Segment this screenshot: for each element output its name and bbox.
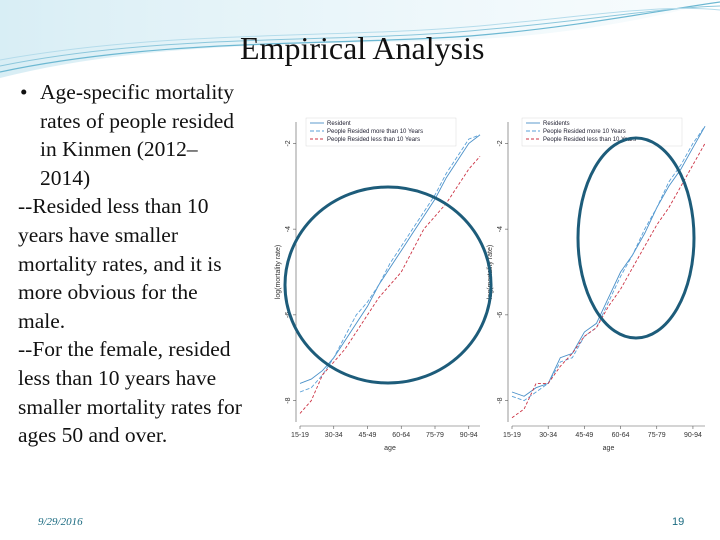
- body-line: more obvious for the: [18, 280, 198, 305]
- y-tick-label: -4: [285, 226, 292, 232]
- x-axis-label: age: [384, 445, 396, 452]
- legend-label: Resident: [327, 121, 351, 127]
- body-line: ages 50 and over.: [18, 423, 168, 448]
- bullet-line: in Kinmen (2012–: [40, 137, 198, 162]
- y-tick-label: -8: [497, 397, 504, 403]
- x-tick-label: 60-64: [392, 432, 410, 439]
- body-line: smaller mortality rates for: [18, 394, 242, 419]
- y-tick-label: -2: [497, 140, 504, 146]
- body-line: mortality rates, and it is: [18, 251, 222, 276]
- y-tick-label: -6: [497, 312, 504, 318]
- series-line-1: [299, 134, 481, 384]
- series-line-2: [511, 126, 706, 402]
- y-tick-label: -8: [285, 397, 292, 403]
- y-axis-label: log(mortality rate): [487, 245, 494, 299]
- series-line-3: [299, 156, 481, 414]
- mortality-chart-female: -8 -6 -4 -2 log(mortality rate) 15-19 30-34 45-…: [487, 110, 715, 465]
- y-tick-label: -6: [285, 312, 292, 318]
- footer-date: 9/29/2016: [38, 516, 83, 528]
- x-tick-label: 45-49: [575, 432, 593, 439]
- x-tick-label: 75-79: [426, 432, 444, 439]
- legend-box: [305, 117, 457, 147]
- y-axis-label: log(mortality rate): [275, 245, 282, 299]
- x-tick-label: 75-79: [648, 432, 666, 439]
- slide-title: Empirical Analysis: [240, 30, 485, 66]
- mortality-chart-male: -8 -6 -4 -2 log(mortality rate) 15-19 30-34 45-…: [270, 110, 485, 465]
- bullet-dot-icon: •: [20, 80, 28, 104]
- x-tick-label: 45-49: [359, 432, 377, 439]
- legend-label: Residents: [543, 121, 570, 127]
- bullet-line: Age-specific mortality: [40, 80, 235, 104]
- x-tick-label: 30-34: [539, 432, 557, 439]
- body-line: less than 10 years have: [18, 365, 217, 390]
- page-number: 19: [672, 516, 685, 528]
- decorative-swoosh: [0, 0, 720, 78]
- x-tick-label: 90-94: [684, 432, 702, 439]
- x-tick-label: 90-94: [460, 432, 478, 439]
- series-line-3: [511, 143, 706, 419]
- x-tick-label: 15-19: [291, 432, 309, 439]
- bullet-line: 2014): [40, 165, 91, 190]
- slide-body: • Age-specific mortality rates of people…: [18, 78, 273, 450]
- x-axis-label: age: [603, 445, 615, 452]
- body-line: --For the female, resided: [18, 337, 231, 362]
- legend-label: People Resided less than 10 Years: [327, 137, 420, 143]
- body-line: --Resided less than 10: [18, 194, 209, 219]
- legend-label: People Resided more than 10 Years: [327, 129, 423, 135]
- series-line-1: [511, 126, 706, 397]
- x-tick-label: 15-19: [503, 432, 521, 439]
- bullet-item: • Age-specific mortality rates of people…: [18, 78, 273, 192]
- series-line-2: [299, 134, 481, 393]
- x-tick-label: 30-34: [325, 432, 343, 439]
- y-tick-label: -4: [497, 226, 504, 232]
- body-line: years have smaller: [18, 222, 178, 247]
- legend-label: People Resided more 10 Years: [543, 129, 626, 135]
- bullet-line: rates of people resided: [40, 108, 235, 133]
- mortality-chart-female-svg: -8 -6 -4 -2 log(mortality rate) 15-19 30-34 45-…: [487, 117, 706, 452]
- x-tick-label: 60-64: [612, 432, 630, 439]
- body-line: male.: [18, 308, 66, 333]
- y-tick-label: -2: [285, 140, 292, 146]
- legend-label: People Resided less than 10 Years: [543, 137, 636, 143]
- mortality-chart-male-svg: -8 -6 -4 -2 log(mortality rate) 15-19 30-34 45-…: [275, 117, 481, 452]
